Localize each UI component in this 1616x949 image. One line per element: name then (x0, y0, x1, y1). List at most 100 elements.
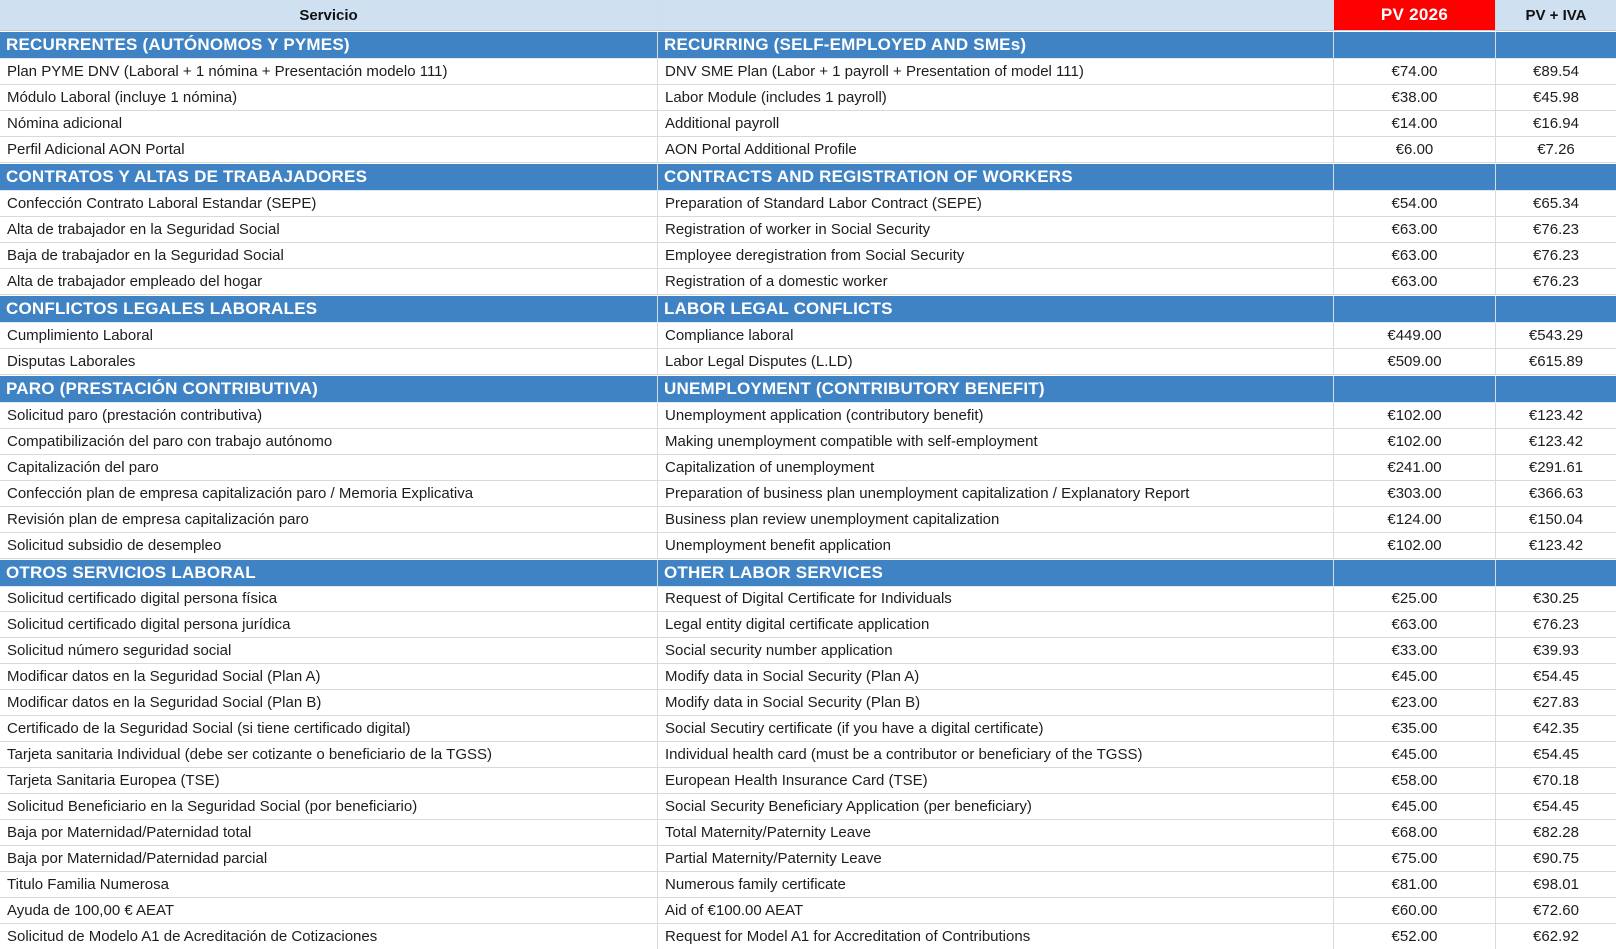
section-pv-empty (1333, 32, 1495, 58)
service-name-es-cell: Baja por Maternidad/Paternidad total (7, 824, 252, 842)
price-pv-cell: €45.00 (1333, 794, 1495, 820)
section-pv-iva-empty (1495, 32, 1616, 58)
table-row: Perfil Adicional AON Portal AON Portal Ad… (0, 136, 1616, 163)
table-header-row: Servicio PV 2026 PV + IVA (0, 0, 1616, 31)
price-pv-cell: €303.00 (1333, 480, 1495, 506)
price-pv-cell: €23.00 (1333, 690, 1495, 716)
service-name-es-cell: Solicitud certificado digital persona fí… (7, 590, 278, 608)
table-row: Titulo Familia Numerosa Numerous family c… (0, 872, 1616, 899)
price-pv-iva-cell: €615.89 (1495, 348, 1616, 374)
service-name-es-cell: Modificar datos en la Seguridad Social (… (7, 668, 321, 686)
table-row: Baja por Maternidad/Paternidad total Tota… (0, 820, 1616, 847)
service-name-es-cell: Solicitud Beneficiario en la Seguridad S… (7, 798, 418, 816)
price-pv-iva-cell: €65.34 (1495, 190, 1616, 216)
price-pv-iva-cell: €39.93 (1495, 638, 1616, 664)
service-name-en-cell: DNV SME Plan (Labor + 1 payroll + Presen… (657, 59, 1333, 84)
price-pv-iva-cell: €123.42 (1495, 428, 1616, 454)
section-title-es: CONTRATOS Y ALTAS DE TRABAJADORES (6, 166, 368, 186)
price-pv-cell: €449.00 (1333, 322, 1495, 348)
service-name-en-cell: Social security number application (657, 638, 1333, 664)
price-pv-cell: €63.00 (1333, 216, 1495, 242)
price-pv-iva-cell: €543.29 (1495, 322, 1616, 348)
section-title-en: UNEMPLOYMENT (CONTRIBUTORY BENEFIT) (657, 375, 1333, 402)
section-title-en: RECURRING (SELF-EMPLOYED AND SMEs) (657, 32, 1333, 58)
price-pv-cell: €124.00 (1333, 506, 1495, 532)
table-row: Disputas Laborales Labor Legal Disputes (… (0, 348, 1616, 375)
price-pv-cell: €25.00 (1333, 586, 1495, 612)
section-pv-empty (1333, 295, 1495, 322)
service-name-es-cell: Certificado de la Seguridad Social (si t… (7, 720, 411, 738)
service-name-es-cell: Compatibilización del paro con trabajo a… (7, 432, 333, 450)
section-pv-iva-empty (1495, 163, 1616, 190)
section-header-row: CONFLICTOS LEGALES LABORALES LABOR LEGAL … (0, 294, 1616, 323)
price-pv-cell: €52.00 (1333, 924, 1495, 949)
service-name-es-cell: Confección Contrato Laboral Estandar (SE… (7, 194, 317, 212)
section-header-row: OTROS SERVICIOS LABORAL OTHER LABOR SERVI… (0, 558, 1616, 587)
table-row: Solicitud subsidio de desempleo Unemploym… (0, 532, 1616, 559)
header-pv-iva: PV + IVA (1495, 0, 1616, 30)
service-name-es-cell: Capitalización del paro (7, 458, 159, 476)
service-name-en-cell: European Health Insurance Card (TSE) (657, 768, 1333, 794)
service-name-es-cell: Tarjeta sanitaria Individual (debe ser c… (7, 746, 492, 764)
price-pv-iva-cell: €89.54 (1495, 59, 1616, 84)
price-pv-cell: €102.00 (1333, 428, 1495, 454)
section-pv-empty (1333, 163, 1495, 190)
price-pv-iva-cell: €123.42 (1495, 532, 1616, 558)
service-name-en-cell: Legal entity digital certificate applica… (657, 612, 1333, 638)
service-name-es-cell: Alta de trabajador en la Seguridad Socia… (7, 220, 280, 238)
table-row: Baja por Maternidad/Paternidad parcial Pa… (0, 846, 1616, 873)
price-pv-iva-cell: €62.92 (1495, 924, 1616, 949)
service-name-en-cell: Unemployment benefit application (657, 532, 1333, 558)
table-row: Revisión plan de empresa capitalización … (0, 506, 1616, 533)
service-name-en-cell: Modify data in Social Security (Plan A) (657, 664, 1333, 690)
service-name-es-cell: Solicitud subsidio de desempleo (7, 536, 222, 554)
price-pv-iva-cell: €70.18 (1495, 768, 1616, 794)
table-row: Tarjeta sanitaria Individual (debe ser c… (0, 742, 1616, 769)
service-name-es-cell: Plan PYME DNV (Laboral + 1 nómina + Pres… (7, 62, 448, 80)
table-row: Confección Contrato Laboral Estandar (SE… (0, 190, 1616, 217)
section-title-en: CONTRACTS AND REGISTRATION OF WORKERS (657, 163, 1333, 190)
service-name-en-cell: Additional payroll (657, 110, 1333, 136)
service-name-en-cell: Request for Model A1 for Accreditation o… (657, 924, 1333, 949)
price-pv-cell: €509.00 (1333, 348, 1495, 374)
price-pv-iva-cell: €72.60 (1495, 898, 1616, 924)
table-row: Confección plan de empresa capitalizació… (0, 480, 1616, 507)
table-row: Compatibilización del paro con trabajo a… (0, 428, 1616, 455)
table-row: Módulo Laboral (incluye 1 nómina) Labor M… (0, 84, 1616, 111)
price-pv-cell: €74.00 (1333, 59, 1495, 84)
service-name-es-cell: Cumplimiento Laboral (7, 326, 153, 344)
price-pv-iva-cell: €45.98 (1495, 84, 1616, 110)
price-pv-cell: €63.00 (1333, 612, 1495, 638)
price-pv-cell: €33.00 (1333, 638, 1495, 664)
service-name-es-cell: Alta de trabajador empleado del hogar (7, 272, 263, 290)
price-pv-iva-cell: €7.26 (1495, 136, 1616, 162)
service-name-en-cell: Making unemployment compatible with self… (657, 428, 1333, 454)
service-name-en-cell: Total Maternity/Paternity Leave (657, 820, 1333, 846)
service-name-es-cell: Solicitud paro (prestación contributiva) (7, 406, 263, 424)
section-title-en: LABOR LEGAL CONFLICTS (657, 295, 1333, 322)
price-pv-cell: €6.00 (1333, 136, 1495, 162)
header-servicio: Servicio (299, 6, 358, 24)
section-pv-iva-empty (1495, 375, 1616, 402)
service-name-en-cell: Unemployment application (contributory b… (657, 402, 1333, 428)
service-name-es-cell: Nómina adicional (7, 114, 123, 132)
price-pv-cell: €102.00 (1333, 532, 1495, 558)
section-title-es: PARO (PRESTACIÓN CONTRIBUTIVA) (6, 378, 318, 398)
section-title-es: RECURRENTES (AUTÓNOMOS Y PYMES) (6, 35, 350, 54)
table-row: Alta de trabajador en la Seguridad Socia… (0, 216, 1616, 243)
table-row: Solicitud de Modelo A1 de Acreditación d… (0, 924, 1616, 949)
price-pv-iva-cell: €27.83 (1495, 690, 1616, 716)
price-pv-iva-cell: €82.28 (1495, 820, 1616, 846)
table-row: Solicitud certificado digital persona fí… (0, 586, 1616, 613)
price-pv-cell: €63.00 (1333, 268, 1495, 294)
section-pv-empty (1333, 559, 1495, 586)
price-pv-iva-cell: €54.45 (1495, 664, 1616, 690)
service-name-en-cell: Labor Legal Disputes (L.LD) (657, 348, 1333, 374)
price-pv-cell: €45.00 (1333, 742, 1495, 768)
price-pv-iva-cell: €30.25 (1495, 586, 1616, 612)
service-name-en-cell: Employee deregistration from Social Secu… (657, 242, 1333, 268)
table-row: Modificar datos en la Seguridad Social (… (0, 690, 1616, 717)
service-name-en-cell: Business plan review unemployment capita… (657, 506, 1333, 532)
price-pv-cell: €58.00 (1333, 768, 1495, 794)
service-name-en-cell: Numerous family certificate (657, 872, 1333, 898)
